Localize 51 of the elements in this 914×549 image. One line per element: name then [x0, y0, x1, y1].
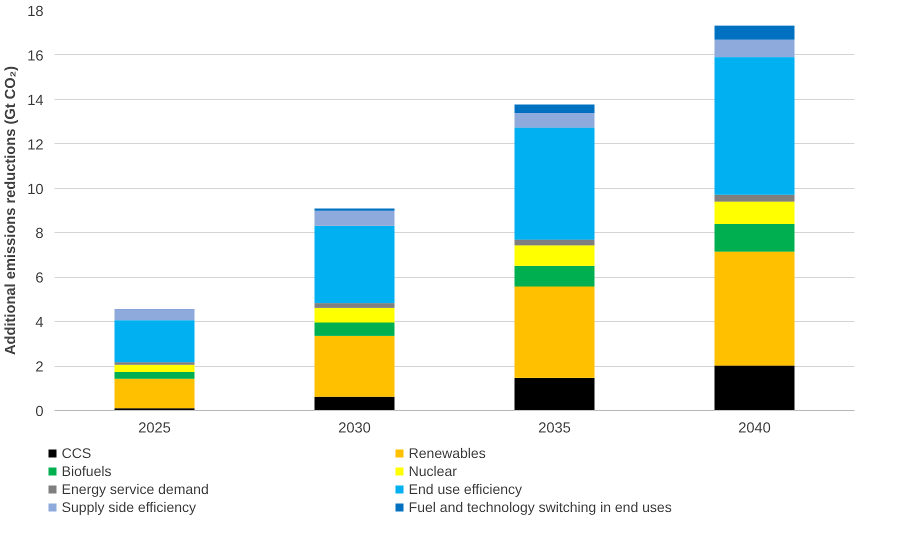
- legend-label: Renewables: [408, 445, 487, 461]
- bar: [314, 210, 394, 226]
- legend-label: CCS: [62, 445, 92, 461]
- bar: [514, 128, 594, 240]
- x-tick-label: 2040: [738, 420, 771, 436]
- bar: [114, 378, 194, 408]
- bar: [314, 336, 394, 397]
- legend-label: Nuclear: [408, 463, 458, 479]
- y-tick-label: 18: [27, 4, 44, 20]
- bar: [514, 378, 594, 410]
- legend-label: Energy service demand: [62, 481, 210, 497]
- y-tick-label: 8: [35, 226, 44, 242]
- bar: [114, 364, 194, 372]
- y-tick-label: 14: [27, 92, 44, 109]
- x-tick-label: 2035: [538, 420, 571, 436]
- bar: [514, 113, 594, 128]
- bar: [714, 26, 794, 40]
- y-tick-label: 6: [35, 270, 44, 287]
- legend-label: End use efficiency: [408, 481, 524, 497]
- bar: [514, 266, 594, 286]
- y-tick-label: 4: [35, 315, 44, 332]
- bar: [514, 245, 594, 266]
- bar: [514, 240, 594, 246]
- y-tick-label: 16: [27, 48, 44, 64]
- x-tick-label: 2030: [338, 420, 371, 436]
- y-tick-label: 10: [27, 182, 44, 198]
- bar: [714, 252, 794, 366]
- bar: [714, 202, 794, 224]
- bar: [114, 372, 194, 379]
- x-tick-label: 2025: [138, 420, 171, 436]
- bar: [714, 224, 794, 252]
- bar: [314, 226, 394, 304]
- bar: [714, 194, 794, 202]
- bar: [114, 308, 194, 320]
- y-tick-label: 2: [35, 360, 44, 376]
- bar: [314, 322, 394, 336]
- legend-label: Supply side efficiency: [62, 499, 198, 515]
- bar: [114, 320, 194, 362]
- legend-label: Fuel and technology switching in end uses: [408, 499, 673, 515]
- y-axis-title: Additional emissions reductions (Gt CO₂): [3, 66, 20, 356]
- bar: [314, 308, 394, 322]
- bar: [514, 286, 594, 378]
- bar: [714, 366, 794, 410]
- legend-label: Biofuels: [62, 463, 112, 479]
- bar: [714, 40, 794, 58]
- y-tick-label: 12: [27, 137, 44, 154]
- bar: [714, 57, 794, 195]
- bar: [314, 396, 394, 410]
- y-tick-label: 0: [35, 404, 44, 420]
- bar: [314, 303, 394, 308]
- bar: [514, 104, 594, 114]
